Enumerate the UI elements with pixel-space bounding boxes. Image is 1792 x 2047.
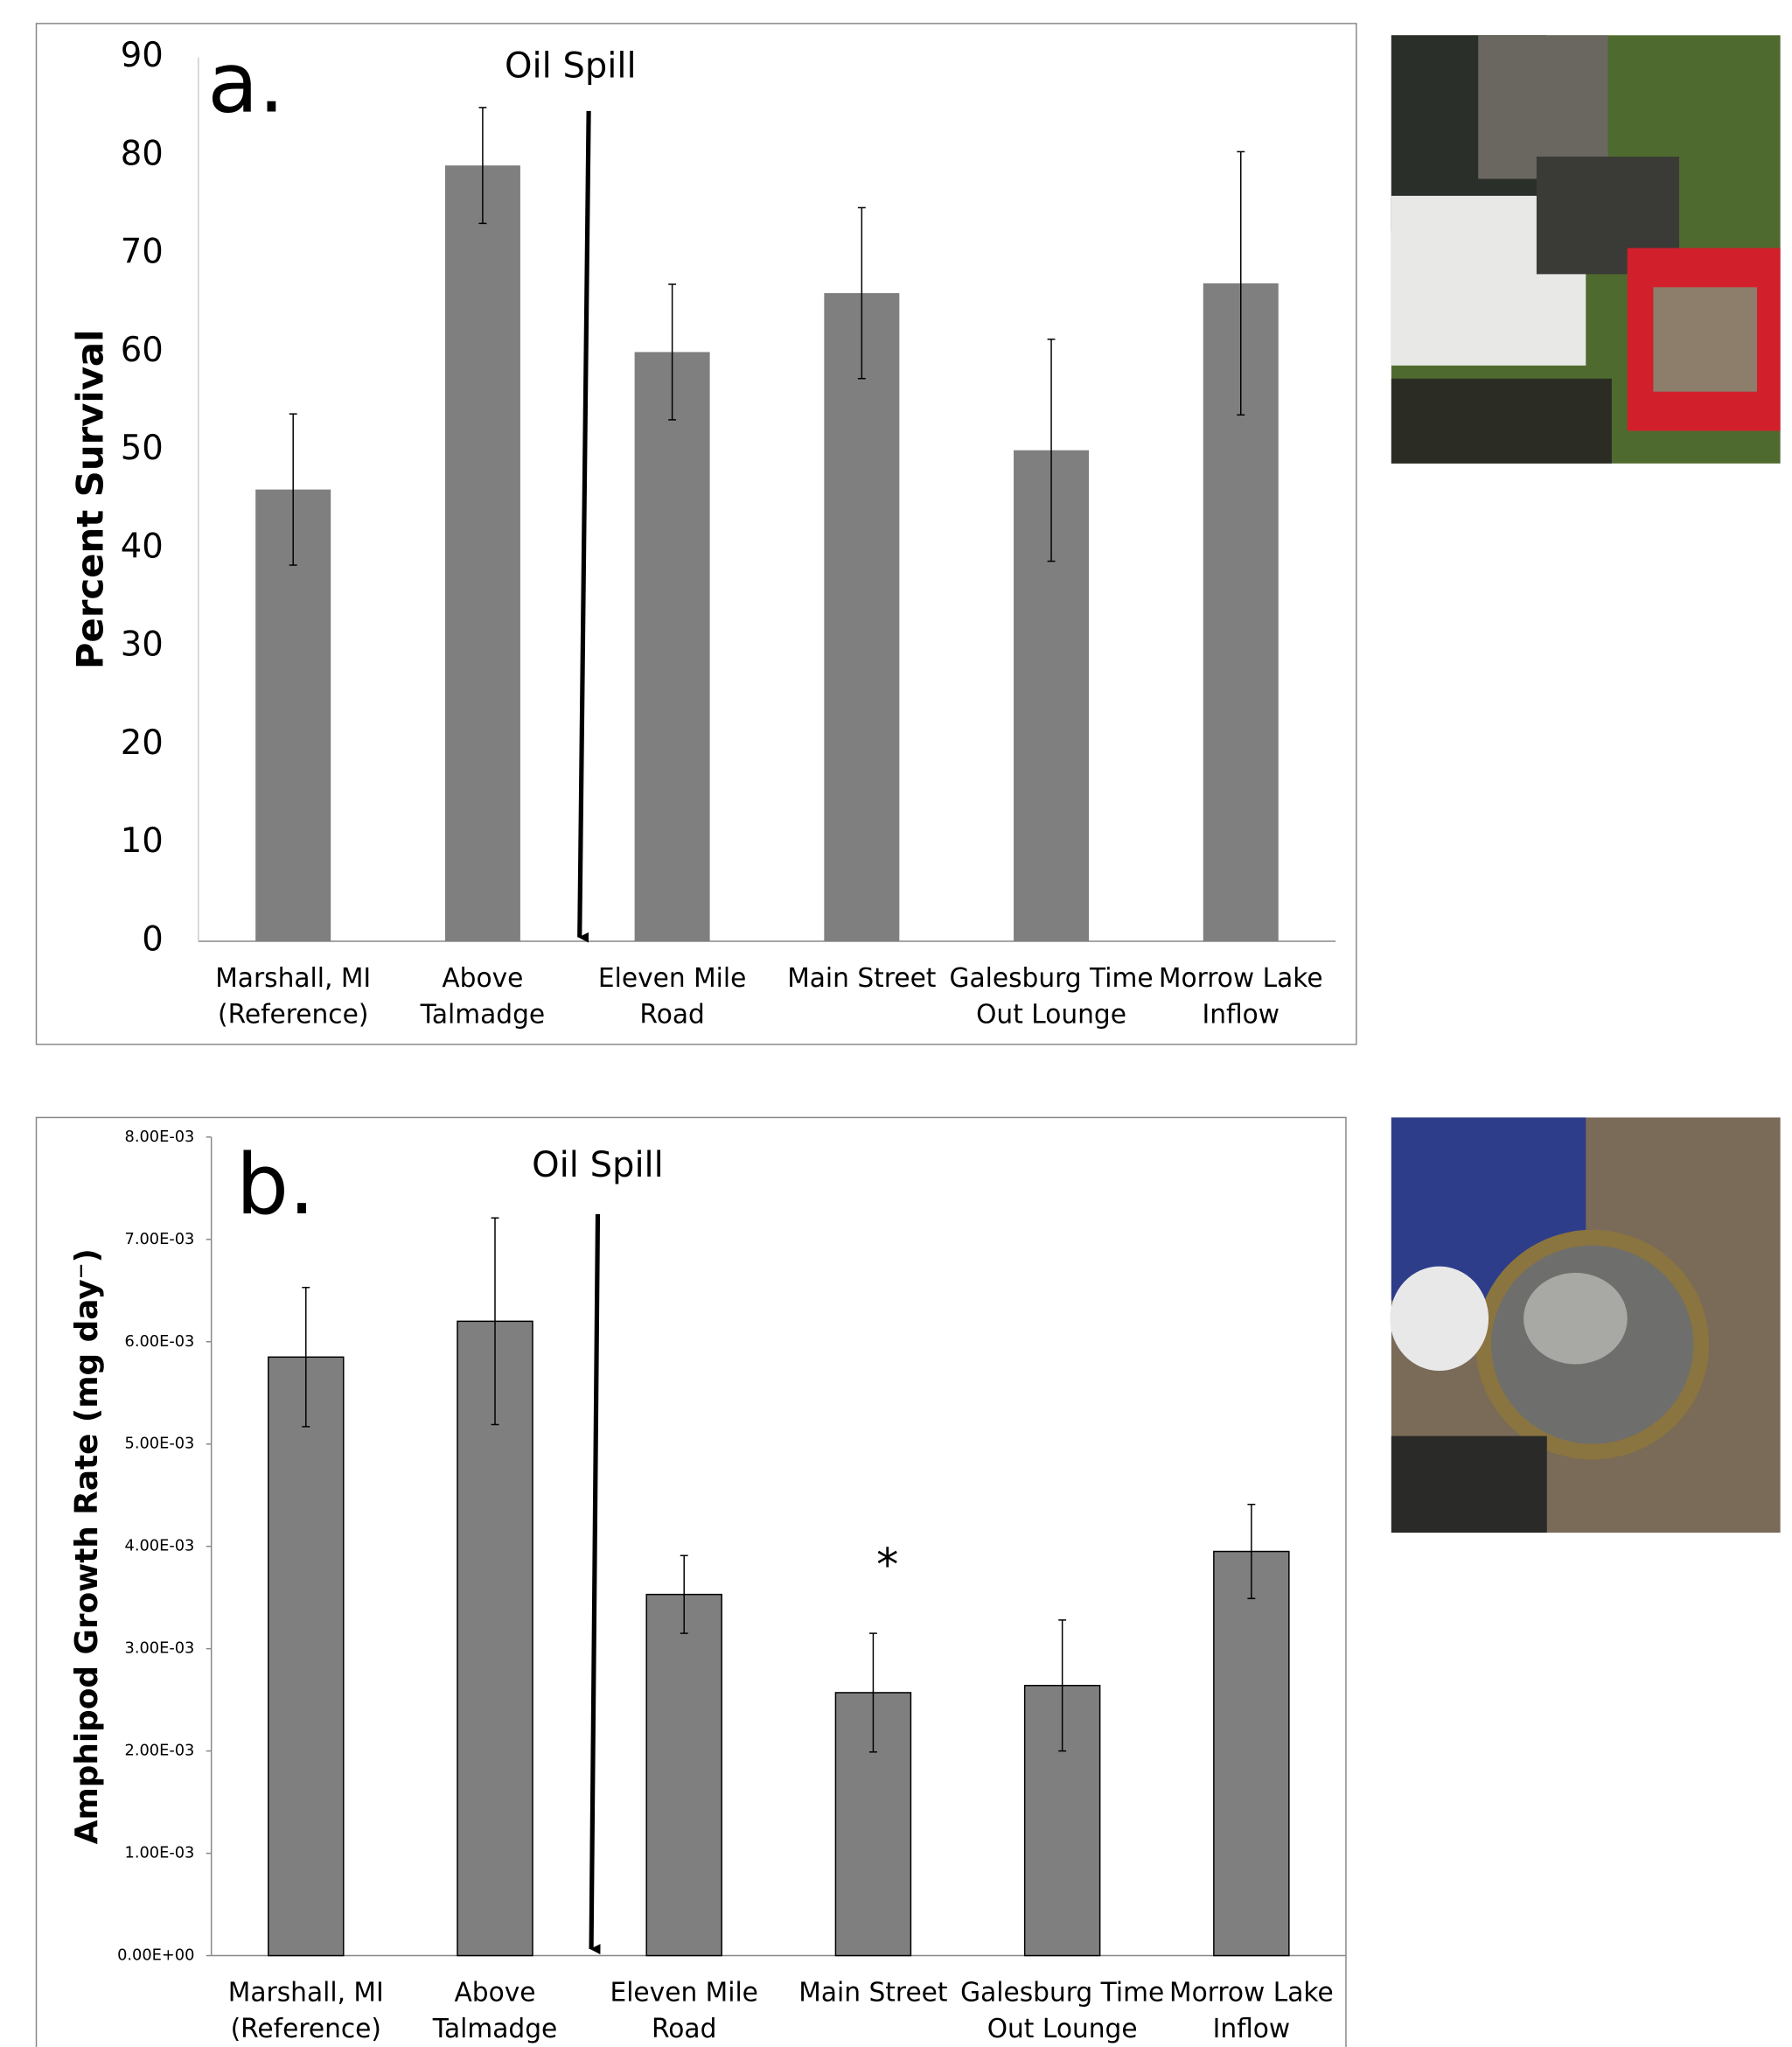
- x-tick-label: Above: [454, 1977, 535, 2008]
- bar: [1214, 1552, 1289, 1956]
- annotation: Oil Spill: [532, 1145, 664, 1185]
- x-tick-label: Marshall, MI: [228, 1977, 384, 2008]
- y-tick-label: 40: [121, 527, 164, 566]
- y-tick-label: 6.00E-03: [125, 1332, 195, 1351]
- x-tick-label: Road: [652, 2014, 716, 2044]
- y-tick-label: 0: [142, 919, 164, 959]
- x-tick-label: Morrow Lake: [1169, 1977, 1334, 2008]
- x-tick-label: Out Lounge: [976, 999, 1126, 1030]
- photo-a: [1391, 35, 1781, 463]
- photo-b: [1390, 1117, 1780, 1533]
- y-tick-label: 50: [121, 429, 164, 468]
- annotation-arrow: [580, 111, 589, 938]
- x-tick-label: Inflow: [1213, 2014, 1291, 2044]
- y-tick-label: 60: [121, 331, 164, 370]
- y-tick-label: 70: [121, 233, 164, 272]
- panel-label: b.: [236, 1137, 315, 1233]
- bar: [646, 1595, 722, 1956]
- bar: [824, 293, 899, 941]
- bar: [268, 1357, 344, 1955]
- figure: 0 10 20 30 40 50 60 70 80 90 Percent Survival a. Oil…: [0, 0, 1792, 2047]
- y-tick-label: 80: [121, 134, 164, 173]
- annotation-arrow: [591, 1214, 597, 1949]
- page: 0 10 20 30 40 50 60 70 80 90 Percent Survival a. Oil…: [0, 0, 1792, 2047]
- y-tick-label: 2.00E-03: [125, 1742, 195, 1760]
- x-tick-label: Out Lounge: [987, 2014, 1138, 2044]
- y-tick-label: 20: [121, 723, 164, 763]
- y-tick-label: 3.00E-03: [125, 1639, 195, 1658]
- x-tick-label: Galesburg Time: [950, 963, 1154, 994]
- y-tick-label: 8.00E-03: [125, 1128, 195, 1146]
- bar: [445, 165, 520, 941]
- x-tick-label: Above: [442, 963, 523, 994]
- x-tick-label: Eleven Mile: [610, 1977, 757, 2008]
- y-tick-label: 1.00E-03: [125, 1844, 195, 1862]
- y-axis-label: Percent Survival: [69, 330, 112, 669]
- y-tick-label: 4.00E-03: [125, 1537, 195, 1555]
- bar: [635, 352, 710, 941]
- x-tick-label: Road: [639, 999, 704, 1030]
- x-tick-label: Marshall, MI: [215, 963, 371, 994]
- x-tick-label: Talmadge: [432, 2014, 557, 2044]
- annotation: Oil Spill: [505, 46, 637, 87]
- x-tick-label: Galesburg Time: [960, 1977, 1164, 2008]
- y-tick-label: 7.00E-03: [125, 1230, 195, 1248]
- panel-label: a.: [207, 35, 284, 131]
- x-tick-label: Morrow Lake: [1159, 963, 1323, 994]
- chart-panel: 0 10 20 30 40 50 60 70 80 90 Percent Survival a. Oil…: [37, 24, 1356, 1044]
- y-tick-label: 10: [121, 821, 164, 861]
- x-tick-label: Inflow: [1202, 999, 1280, 1030]
- y-tick-label: 30: [121, 625, 164, 665]
- significance-marker: *: [876, 1539, 898, 1590]
- x-tick-label: Talmadge: [420, 999, 545, 1030]
- y-tick-label: 90: [121, 36, 164, 75]
- y-axis-label: Amphipod Growth Rate (mg day⁻): [69, 1248, 105, 1844]
- y-tick-label: 0.00E+00: [117, 1946, 194, 1965]
- x-tick-label: (Reference): [218, 999, 368, 1030]
- x-tick-label: (Reference): [231, 2014, 381, 2044]
- chart-panel: 0.00E+00 1.00E-03 2.00E-03 3.00E-03 4.00E-03…: [37, 1117, 1346, 2047]
- y-tick-label: 5.00E-03: [125, 1435, 195, 1453]
- x-tick-label: Eleven Mile: [598, 963, 746, 994]
- x-tick-label: Main Street: [787, 963, 936, 994]
- x-tick-label: Main Street: [798, 1977, 947, 2008]
